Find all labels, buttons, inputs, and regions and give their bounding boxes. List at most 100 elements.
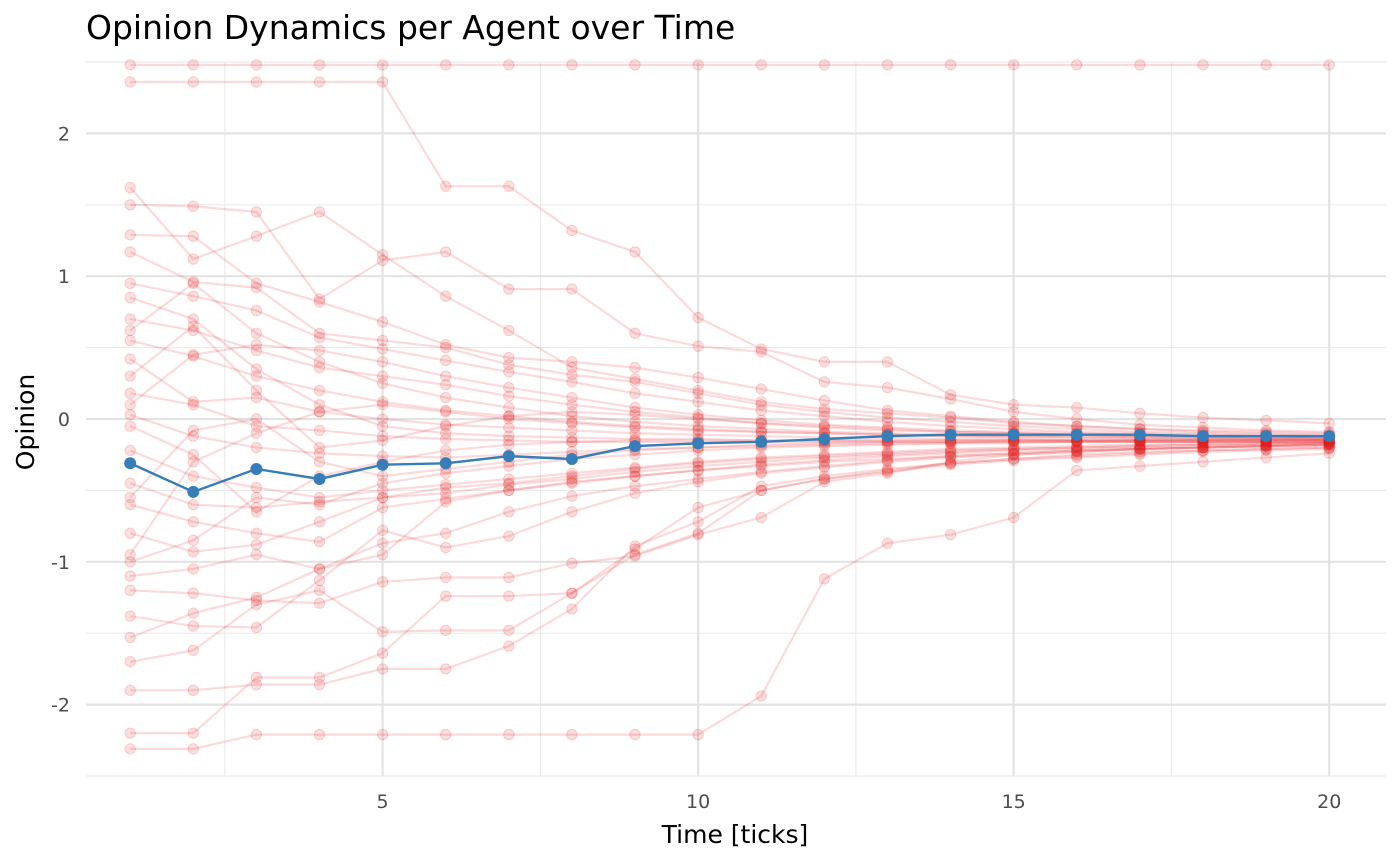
agent-line-13 (129, 442, 1330, 499)
agent-point (755, 399, 767, 411)
agent-point (566, 728, 578, 741)
agent-point (250, 413, 263, 425)
agent-point (818, 376, 831, 388)
highlighted-point (1007, 428, 1020, 441)
agent-point (1007, 59, 1020, 71)
agent-point (187, 59, 199, 71)
agent-point (440, 379, 452, 391)
highlighted-line (129, 433, 1330, 494)
agent-point (376, 491, 389, 504)
agent-point (187, 546, 199, 558)
agent-point (313, 671, 326, 684)
agent-point (881, 381, 894, 394)
agent-point (503, 430, 515, 442)
agent-point (187, 498, 199, 511)
agent-point (250, 548, 263, 561)
agent-point (818, 420, 831, 432)
agent-point (881, 59, 894, 71)
agent-point (250, 441, 263, 454)
agent-point (187, 424, 199, 437)
agent-point (503, 59, 515, 71)
agent-point (250, 304, 263, 317)
agent-point (187, 587, 199, 599)
y-tick-label: -1 (51, 552, 70, 574)
agent-point (944, 389, 957, 401)
agent-point (440, 420, 452, 432)
agent-point (692, 311, 704, 324)
agent-point (818, 456, 831, 468)
agent-line-24 (130, 452, 1330, 750)
agent-point (187, 743, 199, 755)
agent-point (440, 180, 452, 192)
agent-point (250, 621, 263, 634)
agent-point (629, 487, 641, 499)
agent-point (503, 324, 515, 337)
agent-point (755, 404, 767, 417)
agent-point (629, 361, 641, 374)
agent-point (944, 450, 957, 462)
agent-point (629, 470, 641, 482)
agent-point (440, 404, 452, 417)
agent-point (1071, 449, 1083, 461)
agent-point (187, 684, 199, 697)
agent-point (187, 290, 199, 302)
agent-point (376, 647, 389, 659)
agent-point (187, 230, 199, 242)
agent-point (1007, 453, 1020, 465)
agent-point (503, 484, 515, 497)
agent-point (692, 527, 704, 539)
agent-point (1134, 446, 1146, 458)
agent-point (818, 461, 831, 474)
agent-point (1134, 440, 1146, 452)
agent-line-27 (129, 296, 1330, 442)
agent-point (755, 414, 767, 427)
agent-point (250, 76, 263, 88)
agent-point (187, 349, 199, 361)
agent-point (566, 356, 578, 368)
agent-point (124, 181, 136, 194)
agent-point (692, 387, 704, 399)
agent-line-21 (129, 446, 1330, 663)
agent-line-22 (130, 446, 1330, 692)
agent-point (503, 401, 515, 414)
agent-point (440, 406, 452, 418)
agent-point (124, 584, 136, 597)
highlighted-point (629, 440, 642, 453)
agent-point (692, 457, 704, 469)
agent-point (944, 457, 957, 469)
agent-point (187, 277, 199, 290)
agent-point (313, 406, 326, 418)
agent-point (944, 411, 957, 424)
x-axis-tick-labels: 5 10 15 20 (377, 791, 1342, 813)
agent-point (376, 524, 389, 537)
agent-point (124, 334, 136, 347)
agent-point (313, 296, 326, 308)
agent-point (440, 444, 452, 457)
agent-point (440, 419, 452, 431)
agent-point (881, 453, 894, 465)
agent-point (313, 206, 326, 218)
agent-point (1134, 441, 1146, 454)
agent-point (376, 396, 389, 408)
agent-point (503, 180, 515, 192)
agent-point (124, 477, 136, 489)
agent-point (818, 450, 831, 462)
agent-point (692, 456, 704, 468)
agent-point (1197, 59, 1209, 71)
agent-point (376, 377, 389, 389)
agent-point (1197, 441, 1209, 454)
agent-point (629, 409, 641, 421)
agent-point (944, 410, 957, 422)
agent-point (187, 324, 199, 337)
agent-point (440, 339, 452, 351)
agent-point (1007, 417, 1020, 429)
agent-point (566, 473, 578, 485)
agent-point (1134, 440, 1146, 452)
agent-point (566, 391, 578, 404)
agent-point (1134, 443, 1146, 455)
agent-point (124, 246, 136, 258)
agent-point (566, 476, 578, 488)
agent-point (1134, 460, 1146, 472)
agent-point (440, 433, 452, 445)
